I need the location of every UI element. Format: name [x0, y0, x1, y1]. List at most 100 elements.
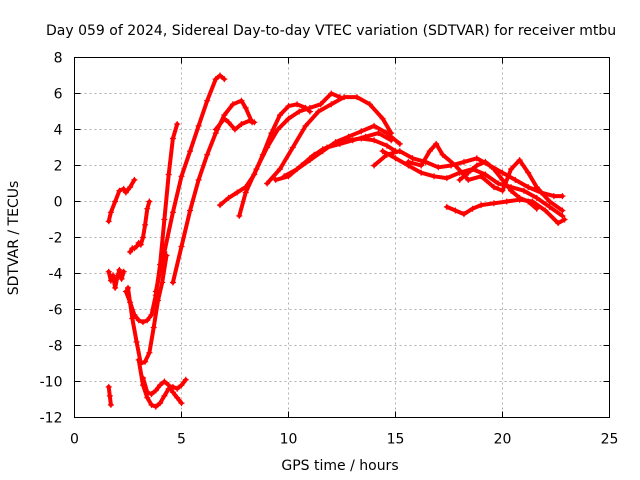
data-point-marker [165, 171, 172, 178]
data-point-marker [131, 176, 138, 183]
data-point-marker [315, 108, 322, 115]
data-point-marker [460, 158, 467, 165]
data-point-marker [264, 180, 271, 187]
data-point-marker [161, 392, 168, 399]
data-point-marker [317, 101, 324, 108]
series-track-3 [105, 383, 114, 408]
data-series-group [105, 72, 568, 410]
data-point-marker [396, 140, 403, 147]
data-point-marker [150, 324, 157, 331]
y-tick-label: 6 [54, 87, 63, 103]
series-trace [406, 141, 565, 213]
data-point-marker [559, 207, 566, 214]
series-track-21 [443, 196, 568, 227]
data-point-marker [142, 358, 149, 365]
data-point-marker [542, 207, 549, 214]
data-point-marker [490, 200, 497, 207]
data-point-marker [345, 137, 352, 144]
y-axis-ticks: -12 -10 -8 -6 -4 -2 0 2 4 6 8 [40, 51, 610, 427]
data-point-marker [161, 248, 168, 255]
data-point-marker [157, 400, 164, 407]
y-tick-label: 8 [54, 51, 63, 67]
data-point-marker [120, 268, 127, 275]
data-point-marker [148, 391, 155, 398]
data-point-marker [533, 194, 540, 201]
data-point-marker [107, 209, 114, 216]
data-point-marker [144, 394, 151, 401]
data-point-marker [525, 169, 532, 176]
series-track-20 [405, 140, 566, 214]
data-point-marker [204, 97, 211, 104]
data-point-marker [306, 104, 313, 111]
data-point-marker [546, 203, 553, 210]
data-point-marker [490, 184, 497, 191]
data-point-marker [232, 126, 238, 133]
data-point-marker [195, 176, 202, 183]
data-point-marker [229, 101, 236, 108]
data-point-marker [456, 176, 463, 183]
data-point-marker [165, 382, 172, 389]
data-point-marker [341, 94, 348, 101]
data-point-marker [418, 169, 425, 176]
data-point-marker [392, 155, 399, 162]
data-point-marker [478, 173, 485, 180]
data-point-marker [133, 243, 140, 250]
data-point-marker [144, 317, 151, 324]
series-track-10 [169, 97, 256, 286]
data-point-marker [139, 234, 146, 241]
data-point-marker [439, 151, 446, 158]
data-point-marker [516, 194, 523, 201]
data-point-marker [154, 297, 161, 304]
data-point-marker [546, 198, 553, 205]
data-point-marker [118, 275, 125, 282]
data-point-marker [443, 175, 450, 182]
data-point-marker [169, 279, 176, 286]
data-point-marker [426, 148, 433, 155]
data-point-marker [204, 151, 211, 158]
data-point-marker [328, 101, 335, 108]
data-point-marker [452, 207, 459, 214]
data-point-marker [383, 142, 390, 149]
data-point-marker [114, 274, 121, 281]
grid-lines [74, 57, 610, 418]
data-point-marker [152, 403, 159, 410]
data-point-marker [238, 121, 245, 128]
data-point-marker [142, 221, 149, 228]
data-point-marker [358, 128, 365, 135]
data-point-marker [473, 162, 480, 169]
data-point-marker [242, 104, 249, 111]
y-tick-label: -12 [40, 411, 63, 427]
data-point-marker [559, 212, 566, 219]
data-point-marker [144, 389, 151, 396]
series-trace [282, 123, 402, 179]
y-tick-label: -8 [49, 339, 63, 355]
data-point-marker [469, 205, 476, 212]
data-point-marker [272, 176, 279, 183]
data-point-marker [383, 130, 390, 137]
data-point-marker [264, 144, 271, 151]
data-point-marker [561, 216, 568, 223]
data-point-marker [242, 189, 249, 196]
x-tick-label: 20 [494, 432, 512, 448]
data-point-marker [139, 374, 146, 381]
data-point-marker [550, 193, 557, 200]
series-trace [153, 73, 227, 294]
x-tick-label: 25 [601, 432, 619, 448]
series-trace [372, 149, 565, 199]
data-point-marker [396, 148, 403, 155]
data-point-marker [294, 166, 301, 173]
data-point-marker [174, 394, 181, 401]
series-trace [141, 375, 184, 406]
data-point-marker [152, 387, 159, 394]
data-point-marker [212, 126, 219, 133]
data-point-marker [371, 162, 378, 169]
data-point-marker [148, 311, 155, 318]
data-point-marker [107, 277, 114, 284]
data-point-marker [276, 166, 283, 173]
data-point-marker [418, 162, 425, 169]
series-trace [457, 159, 539, 211]
series-trace [106, 177, 137, 224]
data-point-marker [217, 72, 224, 79]
data-point-marker [182, 376, 189, 383]
